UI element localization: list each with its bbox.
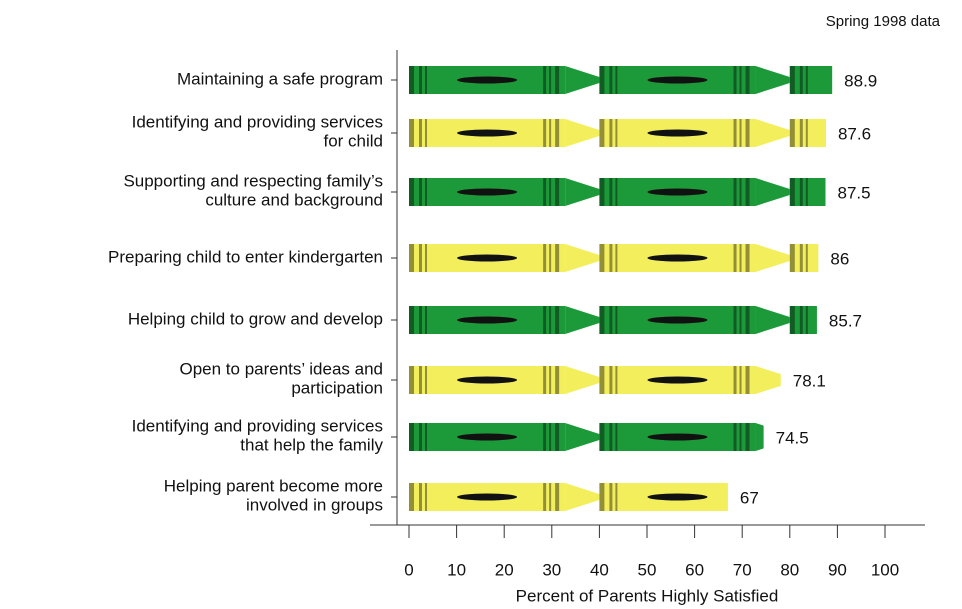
y-tick-label: Helping child to grow and develop (128, 309, 383, 328)
y-tick-label: Identifying and providing services for ch… (132, 113, 383, 151)
crayon-bar (409, 483, 728, 511)
crayon-bar (409, 119, 826, 147)
x-tick-label: 30 (542, 560, 561, 579)
y-tick-label: Helping parent become more involved in gr… (164, 477, 383, 515)
y-tick-label: Open to parents’ ideas and participation (179, 360, 383, 398)
x-tick-label: 70 (733, 560, 752, 579)
x-tick-label: 10 (447, 560, 466, 579)
x-axis-label: Percent of Parents Highly Satisfied (516, 586, 779, 605)
x-tick-label: 20 (495, 560, 514, 579)
y-tick-label: Identifying and providing services that h… (132, 417, 384, 455)
value-label: 74.5 (776, 428, 809, 447)
value-label: 88.9 (844, 71, 877, 90)
value-label: 87.6 (838, 124, 871, 143)
crayon-bar (409, 423, 764, 451)
x-tick-label: 0 (404, 560, 413, 579)
y-tick-label: Preparing child to enter kindergarten (108, 247, 383, 266)
value-label: 86 (830, 249, 849, 268)
value-label: 87.5 (838, 183, 871, 202)
x-tick-label: 40 (590, 560, 609, 579)
x-tick-label: 50 (638, 560, 657, 579)
value-label: 67 (740, 488, 759, 507)
crayon-bar (409, 178, 826, 206)
y-tick-label: Maintaining a safe program (177, 69, 383, 88)
subtitle: Spring 1998 data (826, 13, 941, 30)
x-tick-label: 100 (871, 560, 899, 579)
value-label: 85.7 (829, 311, 862, 330)
crayon-bar (409, 306, 817, 334)
x-tick-label: 90 (828, 560, 847, 579)
y-tick-label: Supporting and respecting family’s cultur… (123, 172, 383, 210)
crayon-bar (409, 366, 781, 394)
crayon-bar (409, 244, 819, 272)
value-label: 78.1 (793, 371, 826, 390)
x-tick-label: 60 (685, 560, 704, 579)
x-tick-label: 80 (780, 560, 799, 579)
crayon-bar (409, 66, 833, 94)
